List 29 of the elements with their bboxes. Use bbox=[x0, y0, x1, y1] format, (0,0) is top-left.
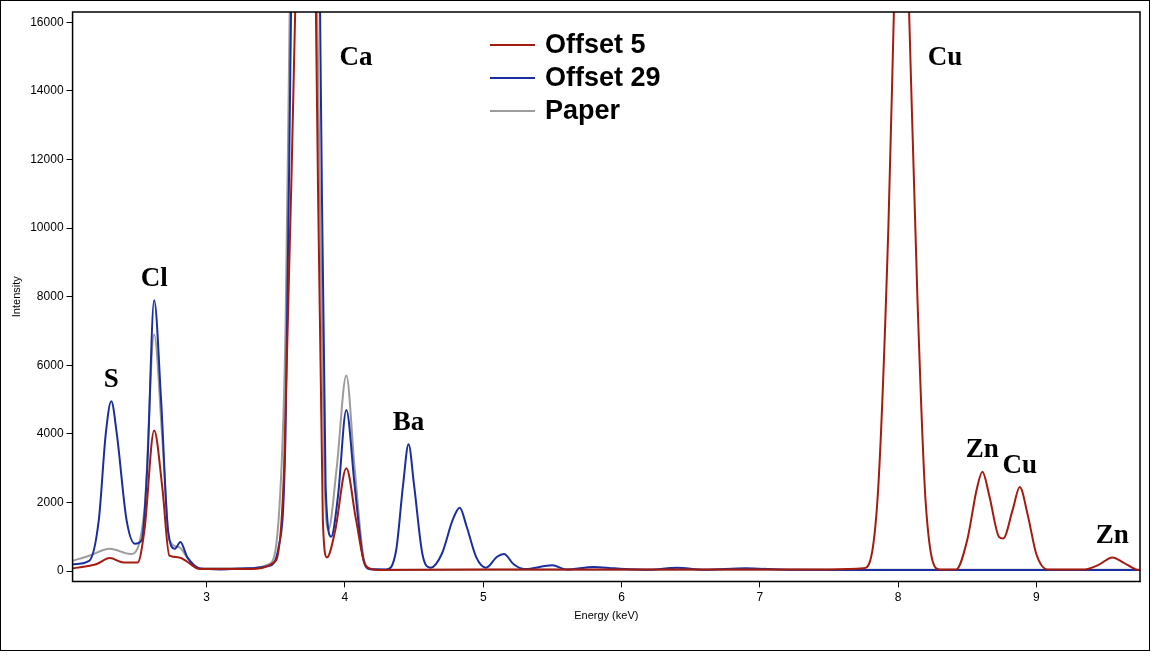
x-tick-label: 7 bbox=[756, 589, 764, 604]
y-tick-label: 0 bbox=[56, 563, 64, 578]
x-tick-label: 8 bbox=[894, 589, 902, 604]
legend-label: Offset 5 bbox=[545, 28, 646, 61]
y-axis-title: Intensity bbox=[9, 275, 22, 318]
x-tick-label: 6 bbox=[618, 589, 626, 604]
annotation: Cl bbox=[140, 261, 169, 292]
annotation: Zn bbox=[965, 433, 999, 464]
legend-label: Paper bbox=[545, 94, 621, 127]
y-tick-label: 10000 bbox=[30, 220, 64, 235]
annotation: Cu bbox=[1002, 448, 1037, 479]
y-tick-label: 6000 bbox=[36, 357, 64, 372]
legend-label: Offset 29 bbox=[545, 61, 661, 94]
y-tick-label: 4000 bbox=[36, 426, 64, 441]
annotation: S bbox=[103, 362, 119, 393]
annotation: Ba bbox=[392, 405, 425, 436]
x-tick-label: 4 bbox=[341, 589, 349, 604]
x-tick-label: 9 bbox=[1032, 589, 1040, 604]
annotation: Cu bbox=[927, 41, 963, 72]
y-tick-label: 16000 bbox=[30, 14, 64, 29]
y-tick-label: 8000 bbox=[36, 289, 64, 304]
x-tick-label: 5 bbox=[479, 589, 487, 604]
y-tick-label: 12000 bbox=[30, 151, 64, 166]
annotation: Zn bbox=[1095, 518, 1129, 549]
y-tick-label: 14000 bbox=[30, 83, 64, 98]
x-axis-title: Energy (keV) bbox=[574, 609, 639, 622]
x-tick-label: 3 bbox=[203, 589, 211, 604]
annotation: Ca bbox=[339, 41, 374, 72]
y-tick-label: 2000 bbox=[36, 494, 64, 509]
